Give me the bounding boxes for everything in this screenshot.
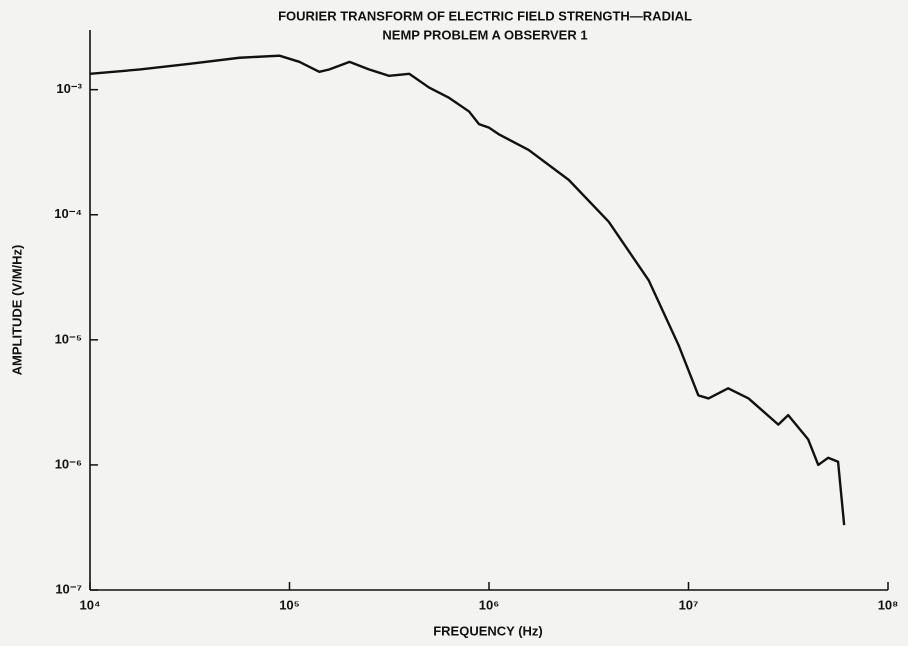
y-tick-label: 10⁻³	[56, 81, 82, 96]
y-tick-label: 10⁻⁷	[55, 581, 82, 596]
data-line	[89, 54, 846, 526]
chart-subtitle: NEMP PROBLEM A OBSERVER 1	[382, 27, 587, 42]
x-tick-label: 10⁷	[679, 597, 699, 612]
x-tick-label: 10⁵	[279, 597, 300, 612]
chart-title: FOURIER TRANSFORM OF ELECTRIC FIELD STRE…	[278, 8, 692, 23]
y-tick-label: 10⁻⁵	[55, 331, 82, 346]
y-tick-label: 10⁻⁶	[55, 456, 82, 471]
x-tick-label: 10⁴	[80, 597, 101, 612]
x-axis-label: FREQUENCY (Hz)	[433, 623, 543, 638]
y-tick-label: 10⁻⁴	[54, 206, 82, 221]
x-tick-label: 10⁶	[479, 597, 499, 612]
x-tick-label: 10⁸	[878, 597, 899, 612]
y-axis-label: AMPLITUDE (V/M/Hz)	[9, 245, 24, 376]
